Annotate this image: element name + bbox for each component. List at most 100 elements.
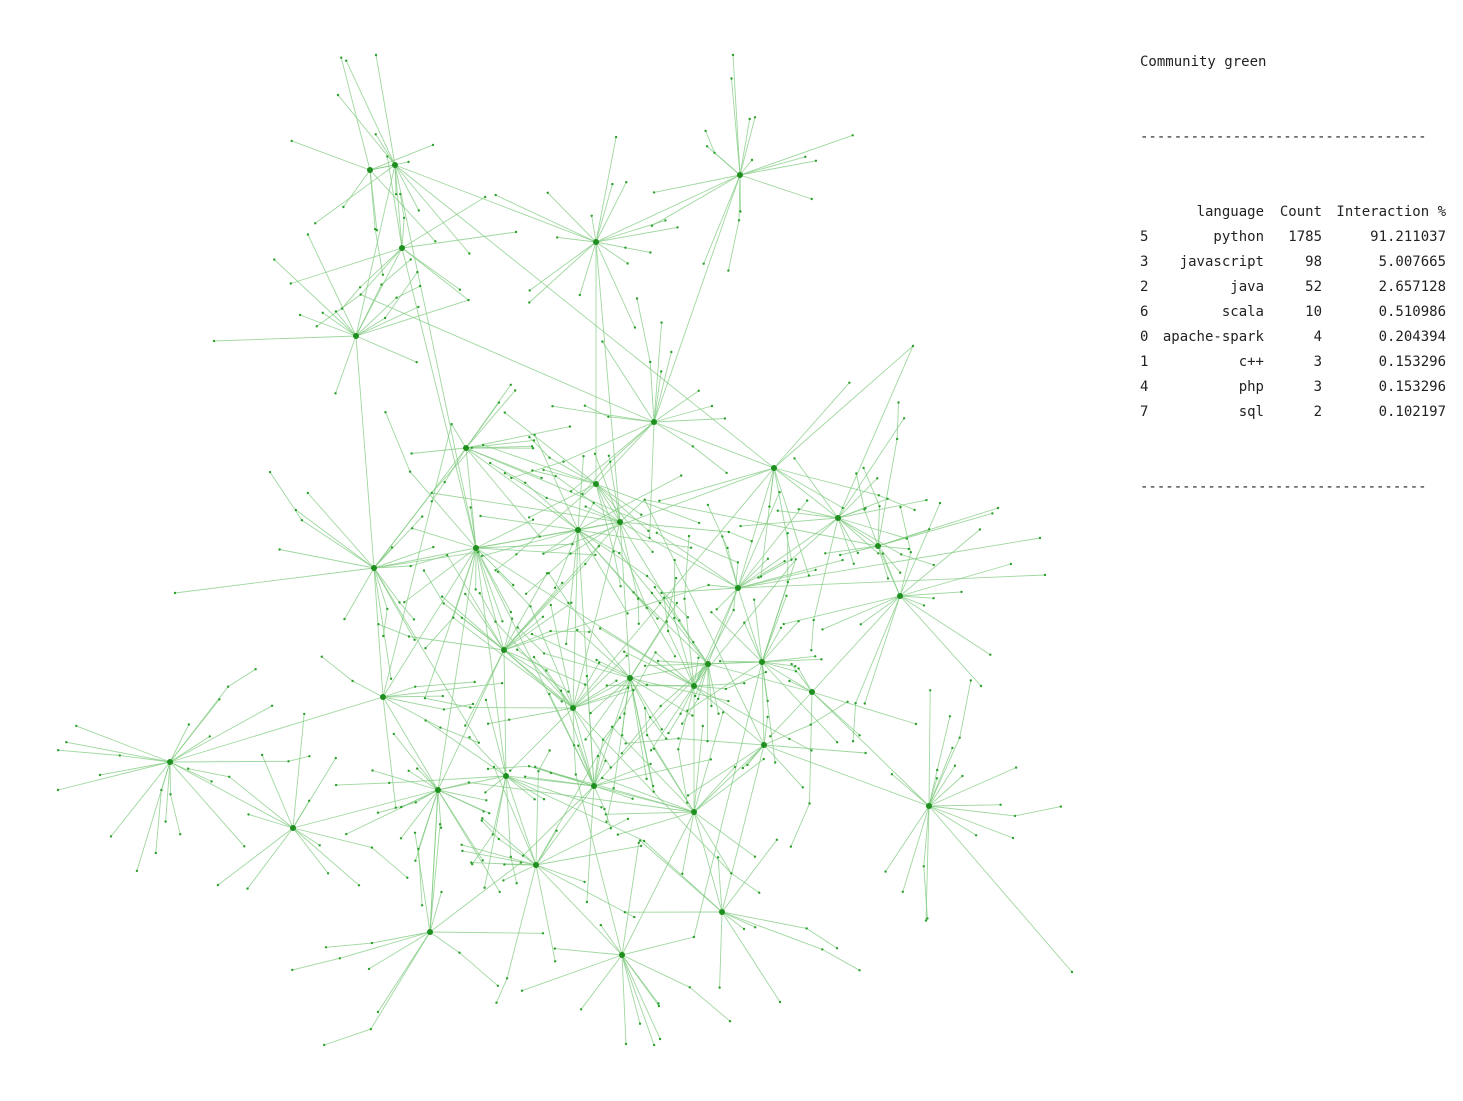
graph-edge (621, 954, 641, 1024)
graph-node (579, 1008, 583, 1011)
graph-node (538, 535, 541, 538)
graph-edge (409, 471, 477, 549)
graph-node (758, 891, 761, 894)
row-language: python (1213, 229, 1264, 245)
graph-node (187, 767, 190, 770)
graph-node (369, 1027, 372, 1031)
graph-node (423, 697, 427, 700)
graph-edge (425, 617, 454, 649)
graph-edge (373, 565, 411, 569)
graph-node (496, 570, 500, 573)
graph-node (294, 508, 298, 512)
graph-hub-node (392, 162, 398, 168)
graph-node (510, 476, 513, 480)
graph-edge (621, 842, 640, 956)
graph-node (909, 551, 912, 554)
graph-node (458, 288, 462, 291)
graph-node (688, 986, 691, 989)
graph-node (679, 712, 682, 715)
graph-node (996, 506, 1000, 510)
graph-edge (728, 531, 752, 542)
graph-node (65, 741, 68, 744)
graph-node (308, 799, 311, 802)
graph-edge (687, 661, 763, 712)
graph-edge (761, 655, 816, 663)
row-interaction: 0.153296 (1378, 354, 1446, 370)
graph-edge (307, 492, 375, 569)
graph-node (345, 59, 348, 62)
graph-edge (899, 595, 934, 599)
graph-edge (110, 761, 171, 837)
graph-node (841, 506, 844, 510)
graph-node (549, 603, 552, 607)
graph-edge (621, 954, 655, 1046)
graph-edge (505, 775, 602, 808)
graph-node (665, 737, 668, 740)
graph-node (509, 855, 512, 858)
graph-edge (401, 217, 405, 249)
graph-node (820, 658, 823, 661)
graph-node (477, 741, 480, 744)
graph-node (601, 738, 605, 741)
row-count: 1785 (1288, 229, 1322, 245)
graph-node (1011, 836, 1015, 840)
graph-edge (693, 661, 763, 938)
graph-edge (322, 312, 357, 337)
graph-node (461, 849, 464, 853)
graph-edge (877, 438, 898, 547)
graph-edge (485, 699, 507, 777)
graph-edge (899, 529, 981, 597)
graph-node (502, 879, 505, 882)
graph-edge (653, 371, 662, 423)
graph-node (732, 608, 735, 612)
graph-node (785, 594, 788, 597)
graph-node (935, 777, 939, 780)
graph-node (537, 770, 540, 773)
graph-edge (811, 691, 860, 736)
graph-hub-node (617, 519, 623, 525)
graph-node (515, 553, 518, 556)
graph-node (56, 788, 60, 792)
table-row: 0 apache-spark 4 0.204394 (1140, 325, 1446, 350)
graph-edge (169, 705, 273, 763)
graph-node (568, 425, 572, 428)
graph-node (742, 927, 746, 931)
graph-edge (401, 247, 461, 291)
graph-node (485, 799, 488, 802)
graph-node (524, 481, 527, 484)
graph-node (649, 762, 652, 766)
graph-node (638, 1022, 642, 1025)
graph-node (482, 810, 485, 813)
graph-edge (899, 595, 925, 606)
graph-node (358, 286, 362, 289)
graph-node (660, 591, 663, 595)
graph-node (468, 252, 471, 255)
graph-edge (461, 844, 537, 866)
graph-node (901, 890, 904, 893)
graph-edge (693, 758, 764, 813)
graph-edge (653, 421, 694, 447)
graph-hub-node (761, 742, 767, 748)
graph-node (710, 704, 713, 708)
graph-edge (707, 587, 739, 665)
graph-edge (355, 335, 375, 569)
graph-edge (653, 418, 725, 423)
graph-edge (248, 813, 294, 829)
graph-edge (655, 652, 695, 687)
graph-edge (731, 872, 760, 894)
table-row: 3 javascript 98 5.007665 (1140, 250, 1446, 275)
graph-edge (424, 547, 477, 699)
row-count: 10 (1305, 304, 1322, 320)
graph-node (514, 230, 518, 234)
graph-edge (693, 712, 724, 813)
graph-node (805, 927, 808, 930)
graph-node (705, 145, 709, 148)
graph-edge (355, 284, 382, 337)
graph-edge (373, 567, 480, 743)
graph-edge (595, 174, 741, 243)
graph-edge (721, 911, 823, 950)
graph-node (440, 890, 443, 894)
graph-edge (727, 220, 740, 271)
graph-node (859, 623, 862, 626)
graph-node (852, 562, 855, 565)
